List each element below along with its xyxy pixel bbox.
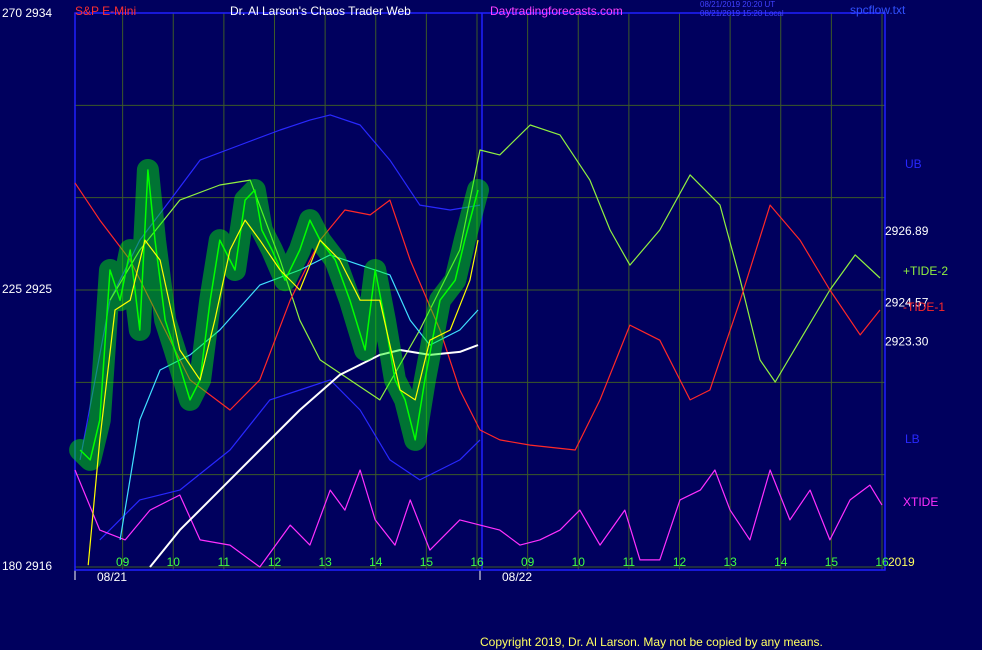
labels: 180 2916 225 2925 270 2934 09 10 11 12 13 14 15 16… xyxy=(2,6,948,584)
series-line xyxy=(87,219,479,566)
x-tick-label: 11 xyxy=(218,555,231,569)
date-label: 08/22 xyxy=(502,570,532,584)
x-tick-label: 13 xyxy=(723,555,737,569)
series-line xyxy=(99,379,481,541)
symbol: S&P E-Mini xyxy=(75,4,136,18)
file-name: spcflow.txt xyxy=(850,3,906,17)
series-label: XTIDE xyxy=(903,495,938,509)
series-line xyxy=(149,344,479,568)
series-line xyxy=(119,254,479,540)
date-label: 08/21 xyxy=(97,570,127,584)
series-label: LB xyxy=(905,432,920,446)
x-tick-label: 13 xyxy=(318,555,332,569)
x-tick-label: 09 xyxy=(116,555,130,569)
y-tick-label: 225 2925 xyxy=(2,282,52,296)
price-marker: 2923.30 xyxy=(885,334,929,348)
website: Daytradingforecasts.com xyxy=(490,4,623,18)
series-line xyxy=(74,469,883,568)
x-tick-label: 11 xyxy=(623,555,636,569)
price-marker: 2926.89 xyxy=(885,224,929,238)
copyright: Copyright 2019, Dr. Al Larson. May not b… xyxy=(480,635,823,649)
x-tick-label: 14 xyxy=(369,555,383,569)
x-tick-label: 10 xyxy=(572,555,586,569)
series-line xyxy=(109,124,881,401)
x-tick-label: 12 xyxy=(673,555,687,569)
price-marker: 2924.57 xyxy=(885,295,929,309)
x-tick-label: 09 xyxy=(521,555,535,569)
x-tick-label: 14 xyxy=(774,555,788,569)
plot-frame xyxy=(74,12,886,571)
series-label: +TIDE-2 xyxy=(903,264,948,278)
chart-title: Dr. Al Larson's Chaos Trader Web xyxy=(230,4,411,18)
series-label: -TIDE-1 xyxy=(903,300,945,314)
y-tick-label: 270 2934 xyxy=(2,6,52,20)
lines xyxy=(69,114,883,568)
x-tick-label: 15 xyxy=(825,555,839,569)
series-label: UB xyxy=(905,157,922,171)
year-label: 2019 xyxy=(888,555,915,569)
x-tick-label: 10 xyxy=(167,555,181,569)
series-line xyxy=(74,182,881,451)
timestamp: 08/21/2019 20:20 UT xyxy=(700,0,775,9)
x-tick-label: 15 xyxy=(420,555,434,569)
x-tick-label: 16 xyxy=(470,555,484,569)
x-tick-label: 16 xyxy=(875,555,889,569)
x-tick-label: 12 xyxy=(268,555,282,569)
series-line xyxy=(79,169,479,461)
y-tick-label: 180 2916 xyxy=(2,559,52,573)
timestamp: 08/21/2019 15:20 Local xyxy=(700,9,784,18)
